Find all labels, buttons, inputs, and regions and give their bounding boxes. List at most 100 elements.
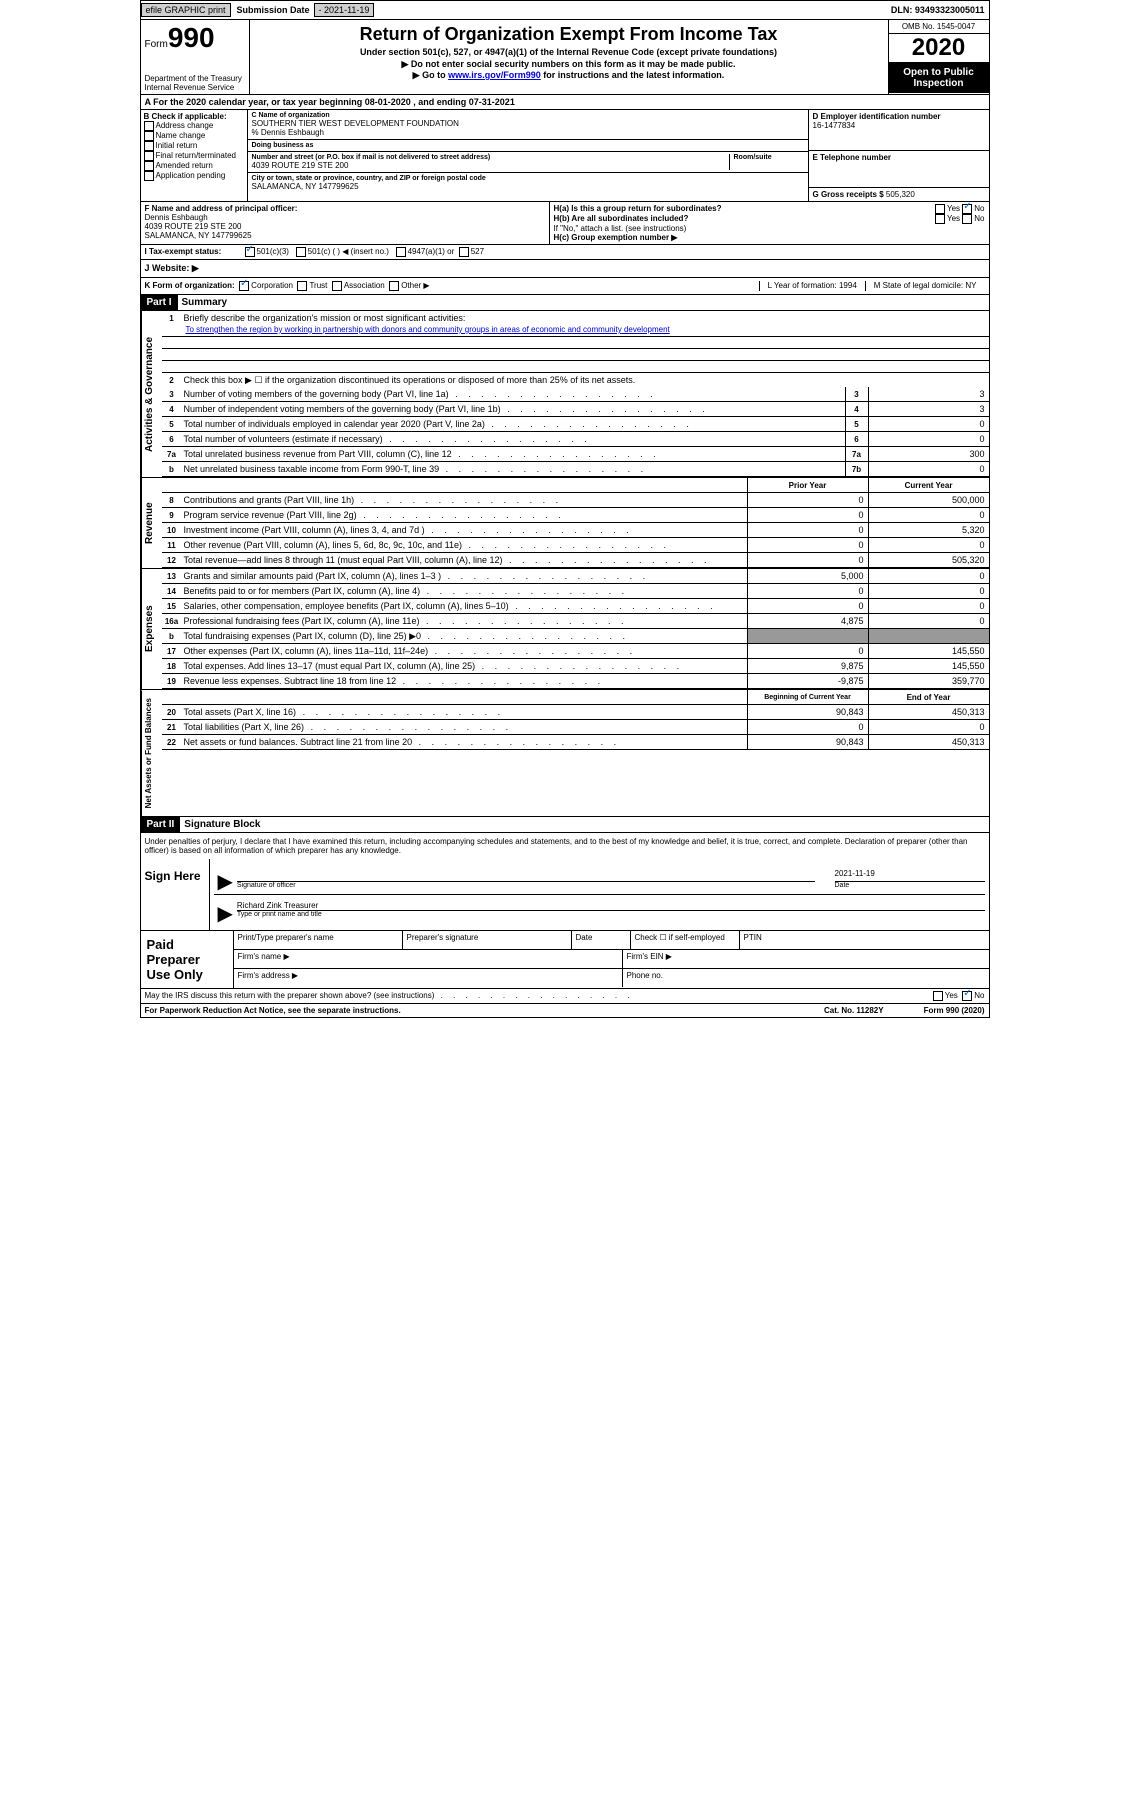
line-text: Program service revenue (Part VIII, line… xyxy=(182,509,747,521)
addr-label: Number and street (or P.O. box if mail i… xyxy=(252,154,729,161)
ein-label: D Employer identification number xyxy=(813,112,985,121)
hb-no[interactable] xyxy=(962,214,972,224)
part2-header: Part II Signature Block xyxy=(141,816,989,833)
vlabel-governance: Activities & Governance xyxy=(141,311,162,477)
line-text: Number of independent voting members of … xyxy=(182,403,845,415)
hb-note: If "No," attach a list. (see instruction… xyxy=(554,224,985,233)
line-12: 12Total revenue—add lines 8 through 11 (… xyxy=(162,553,989,568)
efile-print-button[interactable]: efile GRAPHIC print xyxy=(141,3,231,17)
form-header: Form990 Department of the Treasury Inter… xyxy=(141,20,989,95)
line-text: Other expenses (Part IX, column (A), lin… xyxy=(182,645,747,657)
net-header: Beginning of Current Year End of Year xyxy=(162,690,989,705)
cb-trust[interactable] xyxy=(297,281,307,291)
sig-date-label: Date xyxy=(835,882,985,889)
cb-501c3[interactable] xyxy=(245,247,255,257)
part1-title: Summary xyxy=(178,295,232,310)
city-label: City or town, state or province, country… xyxy=(252,175,804,182)
cb-pending[interactable]: Application pending xyxy=(144,171,244,181)
prep-date-label: Date xyxy=(572,931,631,949)
line-box: 7a xyxy=(845,447,868,461)
line1-text: Briefly describe the organization's miss… xyxy=(182,312,989,324)
prior-val: 0 xyxy=(747,584,868,598)
box-f: F Name and address of principal officer:… xyxy=(141,202,550,244)
opt-4947: 4947(a)(1) or xyxy=(408,247,455,257)
expenses-section: Expenses 13Grants and similar amounts pa… xyxy=(141,568,989,689)
sign-here-label: Sign Here xyxy=(141,859,210,930)
gross-receipts: 505,320 xyxy=(886,190,915,199)
prep-check-label: Check ☐ if self-employed xyxy=(631,931,740,949)
hb-yes[interactable] xyxy=(935,214,945,224)
officer-name: Dennis Eshbaugh xyxy=(145,213,545,222)
cb-other[interactable] xyxy=(389,281,399,291)
irs-discuss-text: May the IRS discuss this return with the… xyxy=(145,991,933,1001)
line-19: 19Revenue less expenses. Subtract line 1… xyxy=(162,674,989,689)
dln: DLN: 93493323005011 xyxy=(887,5,989,15)
line-text: Total expenses. Add lines 13–17 (must eq… xyxy=(182,660,747,672)
line2: 2 Check this box ▶ ☐ if the organization… xyxy=(162,373,989,387)
line-11: 11Other revenue (Part VIII, column (A), … xyxy=(162,538,989,553)
line1: 1 Briefly describe the organization's mi… xyxy=(162,311,989,325)
paid-preparer-section: Paid Preparer Use Only Print/Type prepar… xyxy=(141,931,989,989)
prior-val: 0 xyxy=(747,720,868,734)
line-text: Total number of volunteers (estimate if … xyxy=(182,433,845,445)
signer-name: Richard Zink Treasurer xyxy=(237,901,985,911)
cb-assoc[interactable] xyxy=(332,281,342,291)
paid-label: Paid Preparer Use Only xyxy=(141,931,234,988)
ha-no[interactable] xyxy=(962,204,972,214)
footer: For Paperwork Reduction Act Notice, see … xyxy=(141,1004,989,1017)
irs-link[interactable]: www.irs.gov/Form990 xyxy=(448,70,541,80)
current-val: 0 xyxy=(868,720,989,734)
line-22: 22Net assets or fund balances. Subtract … xyxy=(162,735,989,750)
prior-val: 5,000 xyxy=(747,569,868,583)
arrow-icon2: ▶ xyxy=(218,901,233,926)
line-no: 7a xyxy=(162,449,182,460)
ha-yes[interactable] xyxy=(935,204,945,214)
cb-final-return[interactable]: Final return/terminated xyxy=(144,151,244,161)
part1-header: Part I Summary xyxy=(141,295,989,311)
org-name-cell: C Name of organization SOUTHERN TIER WES… xyxy=(248,110,808,140)
discuss-yes[interactable] xyxy=(933,991,943,1001)
line-14: 14Benefits paid to or for members (Part … xyxy=(162,584,989,599)
line-16a: 16aProfessional fundraising fees (Part I… xyxy=(162,614,989,629)
cb-address-change[interactable]: Address change xyxy=(144,121,244,131)
cb-corp[interactable] xyxy=(239,281,249,291)
cb-amended[interactable]: Amended return xyxy=(144,161,244,171)
line-val: 300 xyxy=(868,447,989,461)
line-no: 20 xyxy=(162,707,182,718)
website-row: J Website: ▶ xyxy=(141,260,989,278)
cb-4947[interactable] xyxy=(396,247,406,257)
form-number: Form990 xyxy=(145,22,245,54)
dba-cell: Doing business as xyxy=(248,140,808,152)
line-no: 15 xyxy=(162,601,182,612)
tax-status-row: I Tax-exempt status: 501(c)(3) 501(c) ( … xyxy=(141,245,989,260)
line-text: Professional fundraising fees (Part IX, … xyxy=(182,615,747,627)
prep-row1: Print/Type preparer's name Preparer's si… xyxy=(234,931,989,950)
note2: ▶ Go to www.irs.gov/Form990 for instruct… xyxy=(254,70,884,81)
tax-year: 2020 xyxy=(889,34,989,63)
col-prior: Prior Year xyxy=(747,478,868,492)
line-box: 5 xyxy=(845,417,868,431)
line-no: b xyxy=(162,464,182,475)
col-begin: Beginning of Current Year xyxy=(747,690,868,704)
cb-initial-return[interactable]: Initial return xyxy=(144,141,244,151)
phone-label: Phone no. xyxy=(623,969,989,987)
line-no: 19 xyxy=(162,676,182,687)
cb-name-change[interactable]: Name change xyxy=(144,131,244,141)
line-b: bTotal fundraising expenses (Part IX, co… xyxy=(162,629,989,644)
box-b: B Check if applicable: Address change Na… xyxy=(141,110,248,201)
line-val: 3 xyxy=(868,387,989,401)
opt-501c: 501(c) ( ) ◀ (insert no.) xyxy=(308,247,389,257)
prior-val: -9,875 xyxy=(747,674,868,688)
line-text: Total liabilities (Part X, line 26) xyxy=(182,721,747,733)
cb-527[interactable] xyxy=(459,247,469,257)
current-val: 0 xyxy=(868,614,989,628)
line-val: 0 xyxy=(868,432,989,446)
discuss-no[interactable] xyxy=(962,991,972,1001)
cb-501c[interactable] xyxy=(296,247,306,257)
box-b-label: B Check if applicable: xyxy=(144,112,244,121)
line-8: 8Contributions and grants (Part VIII, li… xyxy=(162,493,989,508)
current-val: 0 xyxy=(868,584,989,598)
blank-line1 xyxy=(162,337,989,349)
hb-label: H(b) Are all subordinates included? xyxy=(554,214,689,224)
street-address: 4039 ROUTE 219 STE 200 xyxy=(252,161,729,170)
